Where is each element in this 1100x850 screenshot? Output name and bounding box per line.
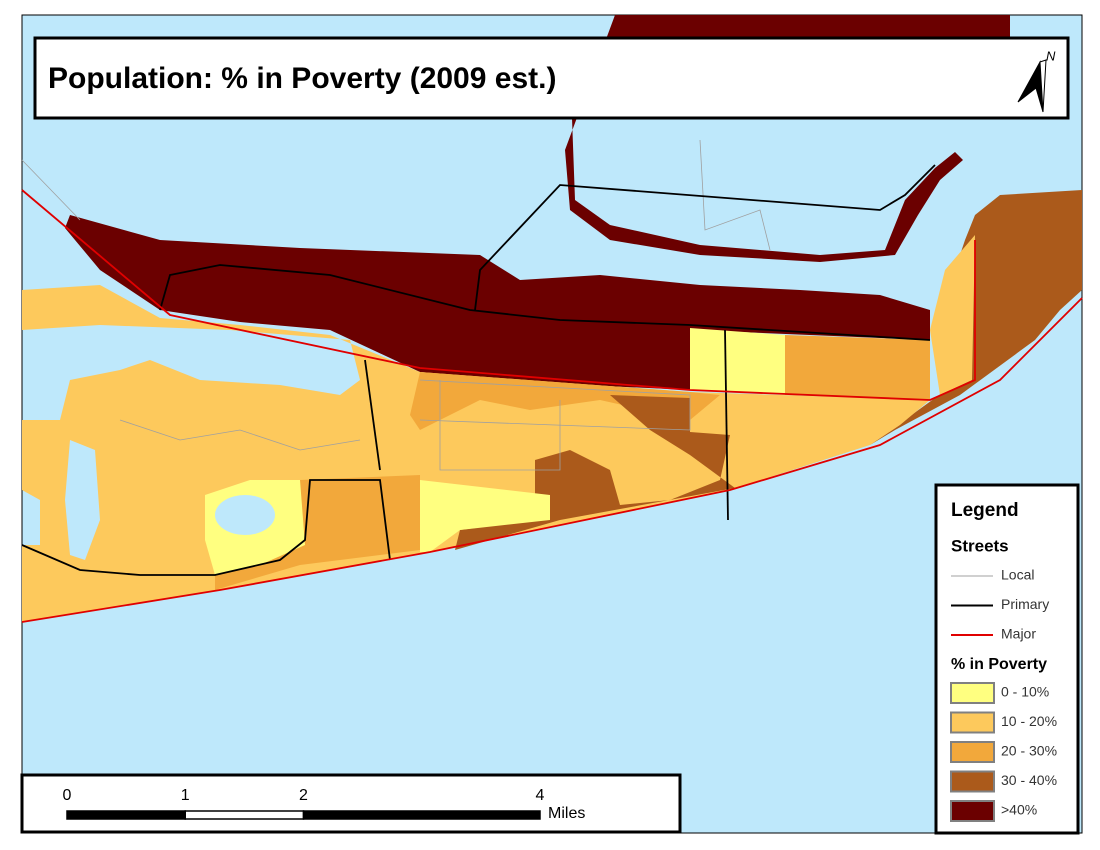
legend-swatch <box>950 682 995 704</box>
north-strip <box>65 215 930 390</box>
inner-lagoon <box>65 440 100 560</box>
scale-unit: Miles <box>548 805 585 822</box>
primary-street <box>21 479 391 576</box>
legend-class-label: 10 - 20% <box>1001 713 1057 729</box>
legend-street-label: Primary <box>1001 596 1049 612</box>
legend-street-label: Local <box>1001 567 1034 583</box>
legend-class-label: 0 - 10% <box>1001 684 1049 700</box>
poverty-title: % in Poverty <box>951 656 1047 673</box>
local-street <box>699 139 771 251</box>
legend-class-label: >40% <box>1001 802 1037 818</box>
local-street <box>419 379 691 431</box>
major-street <box>21 189 976 401</box>
primary-street <box>474 164 936 311</box>
scale-tick-label: 1 <box>181 787 190 804</box>
streets <box>21 139 1083 623</box>
map-title: Population: % in Poverty (2009 est.) <box>48 62 556 95</box>
scale-box <box>20 773 682 834</box>
legend-swatch <box>950 800 995 822</box>
title-box <box>33 36 1070 120</box>
mid-orange <box>410 372 720 430</box>
legend-swatch <box>950 741 995 763</box>
lagoon <box>215 495 275 535</box>
east-orange <box>785 335 930 400</box>
north-label: N <box>1046 48 1056 63</box>
legend-swatch <box>950 711 995 734</box>
legend-street-label: Major <box>1001 626 1036 642</box>
primary-street <box>159 264 931 341</box>
streets-title: Streets <box>951 536 1009 555</box>
brown-center <box>455 395 735 550</box>
yellow-south <box>420 480 550 552</box>
scale-tick-label: 4 <box>536 787 545 804</box>
legend-class-label: 30 - 40% <box>1001 772 1057 788</box>
primary-street <box>724 329 729 521</box>
primary-street <box>364 359 381 471</box>
scale-segment <box>66 810 186 820</box>
legend-swatch <box>950 770 995 793</box>
north-arrow-half <box>1039 59 1047 113</box>
legend-title: Legend <box>951 500 1019 521</box>
yellow-east <box>690 328 785 395</box>
scale-segment <box>184 810 305 820</box>
local-street <box>439 380 561 471</box>
scale-tick-label: 2 <box>299 787 308 804</box>
scale-segment <box>302 810 541 820</box>
legend-class-label: 20 - 30% <box>1001 743 1057 759</box>
major-street <box>21 297 1083 623</box>
scale-tick-label: 0 <box>63 787 72 804</box>
local-street <box>119 419 361 451</box>
local-street <box>21 159 81 221</box>
east-spit <box>870 190 1082 445</box>
east-strip <box>930 235 975 395</box>
